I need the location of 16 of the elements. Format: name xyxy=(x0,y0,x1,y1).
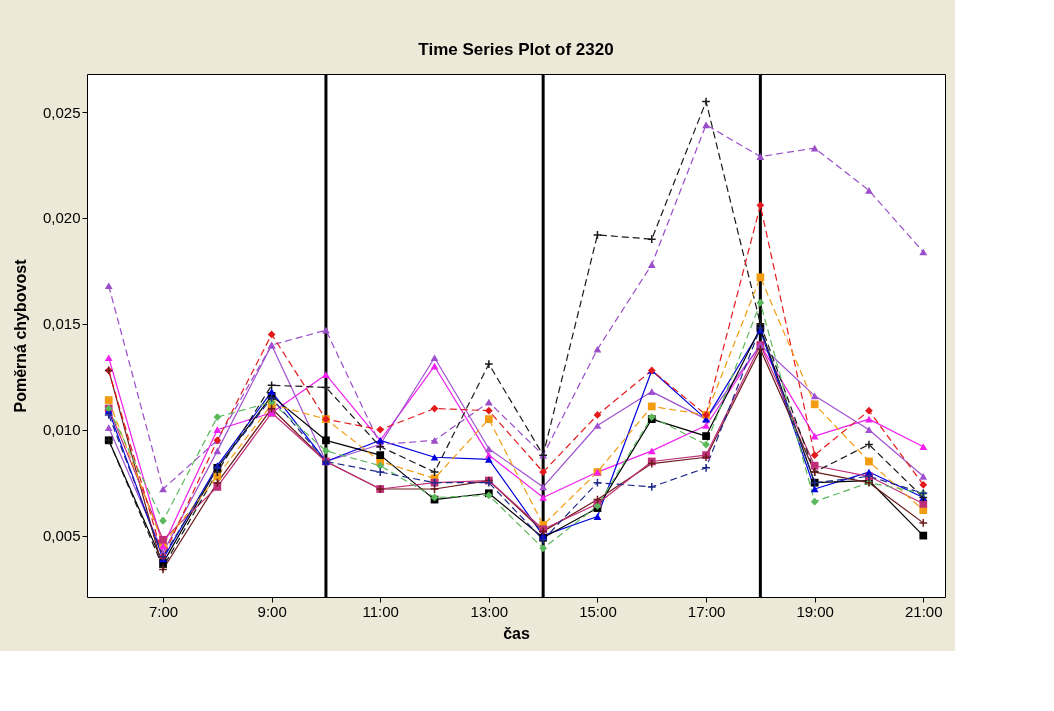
y-tick-label: 0,020 xyxy=(42,209,81,227)
chart-title: Time Series Plot of 2320 xyxy=(418,39,614,59)
x-tick-label: 17:00 xyxy=(687,602,726,620)
x-tick-label: 15:00 xyxy=(579,602,617,620)
x-tick-label: 21:00 xyxy=(905,602,943,620)
x-tick-label: 13:00 xyxy=(470,602,509,620)
x-tick-label: 11:00 xyxy=(362,602,399,620)
x-tick-label: 19:00 xyxy=(796,602,834,620)
y-tick-label: 0,005 xyxy=(42,527,81,545)
y-tick-label: 0,015 xyxy=(42,315,81,333)
y-tick-label: 0,010 xyxy=(42,421,81,439)
x-tick-label: 9:00 xyxy=(257,602,287,620)
x-axis-title: čas xyxy=(503,624,530,642)
y-axis-title: Poměrná chybovost xyxy=(11,258,29,413)
y-tick-label: 0,025 xyxy=(42,103,81,121)
x-tick-label: 7:00 xyxy=(148,602,179,620)
